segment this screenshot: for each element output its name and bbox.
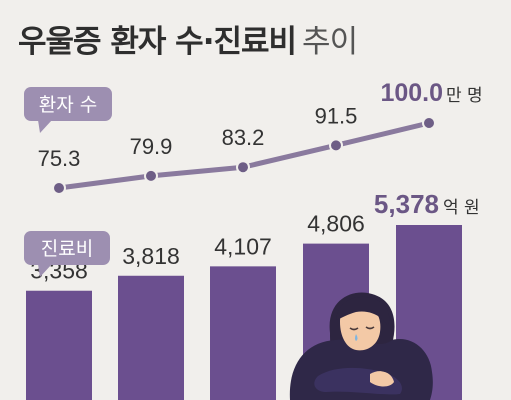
cost-series-tag: 진료비 <box>24 231 110 277</box>
line-point-5 <box>422 116 436 130</box>
line-value-label-5: 100.0 <box>380 79 443 107</box>
cost-series-tag-text: 진료비 <box>41 238 93 260</box>
line-value-label-2: 79.9 <box>130 134 173 159</box>
patients-series-tag: 환자 수 <box>24 87 112 133</box>
line-value-label-3: 83.2 <box>222 125 265 150</box>
line-unit-label: 만 명 <box>446 86 483 106</box>
patients-series-tag-text: 환자 수 <box>39 94 97 116</box>
line-point-1 <box>52 181 66 195</box>
line-value-label-1: 75.3 <box>38 146 81 171</box>
bar-unit-label: 억 원 <box>443 198 480 218</box>
line-point-4 <box>329 138 343 153</box>
bar-value-label-2: 3,818 <box>122 243 180 269</box>
bar-3 <box>210 266 276 400</box>
chart-title: 우울증 환자 수·진료비 추이 <box>18 16 358 61</box>
bar-1 <box>26 290 92 400</box>
sad-person-illustration <box>289 292 433 400</box>
line-value-label-4: 91.5 <box>315 103 358 128</box>
bar-value-label-4: 4,806 <box>307 211 365 237</box>
line-point-3 <box>236 160 250 175</box>
chart-title-main: 우울증 환자 수·진료비 <box>18 24 297 60</box>
chart-title-sub: 추이 <box>302 24 358 60</box>
bar-value-label-5: 5,378 <box>374 189 439 219</box>
line-point-2 <box>144 168 158 183</box>
bar-value-label-3: 4,107 <box>214 233 272 259</box>
bar-2 <box>118 275 184 400</box>
